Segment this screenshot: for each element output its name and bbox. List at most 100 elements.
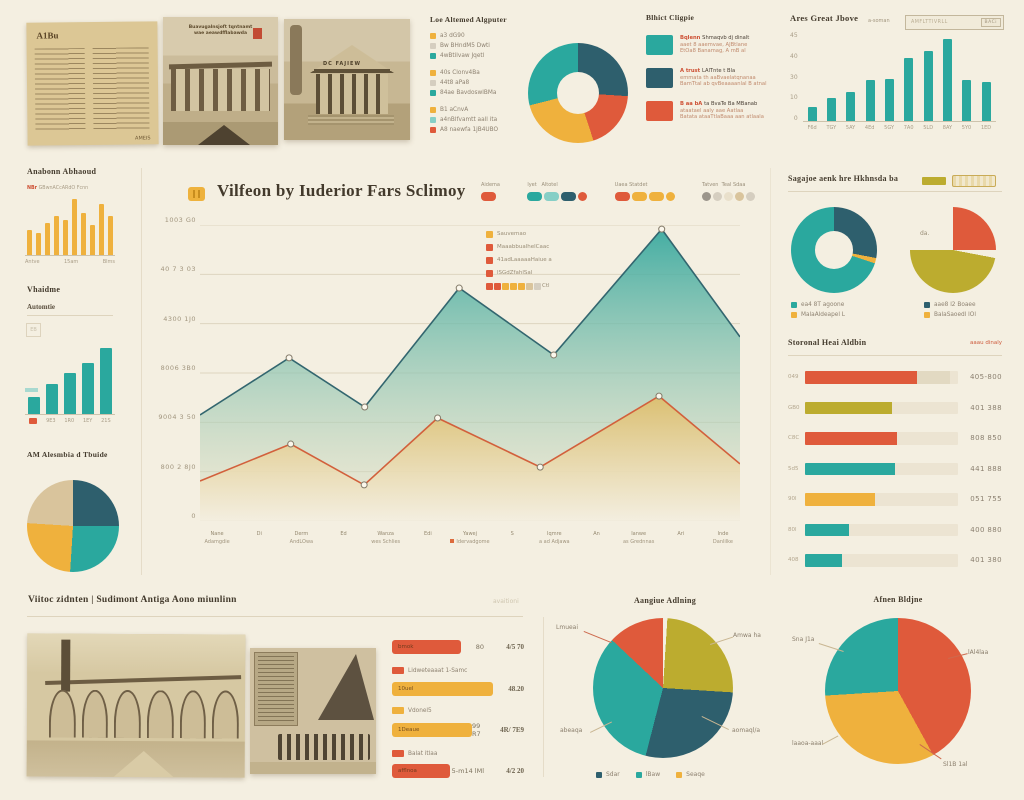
legend-pill: bmok bbox=[392, 640, 461, 654]
x-category: Di bbox=[256, 531, 262, 537]
y-tick-label: 4300 1J0 bbox=[163, 314, 196, 323]
pie-chart-title: AM Alesmbia d Tbuide bbox=[27, 450, 108, 459]
value-primary: 4/5 70 bbox=[506, 643, 524, 651]
legend-swatch bbox=[486, 283, 493, 290]
legend-swatch bbox=[526, 283, 533, 290]
bar-fill bbox=[805, 554, 842, 567]
bar bbox=[865, 79, 875, 121]
main-area-chart bbox=[199, 224, 741, 522]
donut-hole bbox=[815, 231, 853, 269]
legend-label: A8 naewfa 1jB4UBO bbox=[440, 127, 499, 133]
legend-group-label: Tatven Teal Sdaa bbox=[701, 182, 746, 188]
chart-icon bbox=[188, 187, 205, 201]
etching-arcade bbox=[48, 686, 240, 739]
divider bbox=[788, 355, 1002, 356]
bar bbox=[904, 58, 914, 121]
pie-annotation: da. bbox=[920, 230, 930, 237]
value-primary: 48.20 bbox=[508, 685, 524, 693]
legend-item: lBaw bbox=[635, 770, 660, 780]
legend-item: B1 aCnvA bbox=[430, 105, 530, 115]
legend-swatch bbox=[430, 127, 436, 133]
legend-item: BalaSaoedl lOl bbox=[924, 310, 976, 320]
bar bbox=[90, 224, 95, 255]
y-tick-label: 9004 3 50 bbox=[158, 413, 196, 422]
bar-track bbox=[805, 493, 958, 506]
pie-legend: Sdar lBaw Seaqe bbox=[596, 770, 705, 780]
bar-fill bbox=[805, 493, 876, 506]
legend-pill-row: 10uel 48.20 bbox=[392, 682, 524, 696]
y-tick-label: 1003 G0 bbox=[164, 216, 196, 224]
bar bbox=[99, 204, 104, 255]
legend-item: Sdar bbox=[596, 770, 620, 780]
legend-group: B1 aCnvA a4nBlfvamtt aall ita A8 naewfa 1j… bbox=[430, 105, 530, 135]
legend-swatch bbox=[502, 283, 509, 290]
bar bbox=[943, 38, 953, 121]
pie-legend: aae8 l2 Boaee BalaSaoedl lOl bbox=[924, 300, 976, 320]
legend-swatch bbox=[486, 244, 493, 251]
bar bbox=[72, 199, 77, 255]
info-card: B aa bA ta BvaTe Ba MBanab ataatael aaly … bbox=[646, 101, 771, 121]
legend-label: aae8 l2 Boaee bbox=[934, 302, 976, 308]
hbar-row: 5d5 441 888 bbox=[788, 454, 1002, 485]
legend-label: 84ae BavdoswlBMa bbox=[440, 90, 497, 96]
legend-label: Sdar bbox=[606, 771, 620, 778]
color-block bbox=[646, 35, 673, 55]
callout-label: Sl1B 1al bbox=[943, 761, 968, 768]
legend-swatch-row: Balat itlaa bbox=[392, 750, 524, 757]
bar-fill bbox=[805, 401, 893, 414]
bar-ghost bbox=[916, 371, 951, 384]
legend-swatch bbox=[430, 43, 436, 49]
card-text: A trust LAlTnte t Bla emmata th aaBvaelat… bbox=[680, 68, 767, 87]
legend-item: 40s Clonv4Ba bbox=[430, 68, 530, 78]
right-partial-pie-chart bbox=[910, 207, 996, 293]
top-legend-panel: Loe Altemed Algputer a3 dG90 Bw BHndM5 Dw… bbox=[430, 15, 530, 135]
legend-item: lSGdZfahlSal bbox=[486, 267, 552, 280]
y-tick-label: 40 7 3 03 bbox=[160, 265, 196, 274]
card-text: B aa bA ta BvaTe Ba MBanab ataatael aaly … bbox=[680, 101, 764, 120]
legend-swatch bbox=[534, 283, 541, 290]
x-category: Edi bbox=[423, 531, 432, 537]
x-category: An bbox=[593, 531, 600, 537]
legend-group: lyet Altotel bbox=[527, 182, 588, 201]
color-block bbox=[646, 101, 673, 121]
legend-swatch bbox=[924, 302, 930, 308]
search-input[interactable]: AMFLTTIVRLL BACi bbox=[905, 15, 1004, 30]
x-category: Derm AndLOwa bbox=[289, 531, 314, 545]
pie-chart-title: Aangiue Adlning bbox=[633, 596, 697, 605]
legend-pill: 1Deaue bbox=[392, 723, 472, 737]
x-category: Wanza wes Schlies bbox=[371, 531, 401, 545]
row-label: 90l bbox=[788, 496, 797, 503]
vertical-divider bbox=[770, 168, 771, 575]
search-button[interactable]: BACi bbox=[980, 18, 1001, 27]
bar bbox=[36, 233, 41, 255]
panel-title: Blhict Cligpie bbox=[646, 13, 695, 22]
vintage-document-image: A1Bu AMEIS bbox=[26, 21, 159, 146]
callout-label: Amwa ha bbox=[733, 632, 761, 639]
hbar-row: 408 401 380 bbox=[788, 545, 1002, 576]
vintage-temple-photo: DC FAJIEW bbox=[284, 19, 410, 140]
hbar-row: GB0 401 388 bbox=[788, 393, 1002, 424]
sidebar-pie-chart bbox=[27, 480, 119, 572]
hbar-chart-title: Storonal Heai Aldbin bbox=[788, 338, 867, 347]
legend-swatch bbox=[430, 117, 436, 123]
search-label: a-soman bbox=[868, 18, 890, 24]
card-emphasis: B aa bA bbox=[680, 101, 705, 107]
document-caption: AMEIS bbox=[135, 135, 151, 142]
x-axis: Antve 15am Blms bbox=[25, 259, 115, 265]
legend-label: 4wBtilvaw Jqetl bbox=[440, 53, 485, 59]
legend-item: 84ae BavdoswlBMa bbox=[430, 88, 530, 98]
card-emphasis: Bqlenn bbox=[680, 35, 703, 41]
legend-item: Seaqe bbox=[676, 770, 705, 780]
legend-swatch bbox=[486, 257, 493, 264]
legend-swatch bbox=[392, 750, 404, 757]
document-header: A1Bu bbox=[36, 30, 59, 41]
legend-pill-row: afflnoa 5-m14 lMl 4/2 20 bbox=[392, 764, 524, 778]
legend-swatch bbox=[486, 270, 493, 277]
bar bbox=[27, 229, 32, 255]
donut-hole bbox=[557, 72, 599, 114]
color-block bbox=[646, 68, 673, 88]
bar bbox=[962, 79, 972, 121]
row-value: 441 888 bbox=[970, 464, 1002, 473]
bar-track bbox=[805, 462, 958, 475]
callout-label: lAl4laa bbox=[968, 649, 989, 656]
